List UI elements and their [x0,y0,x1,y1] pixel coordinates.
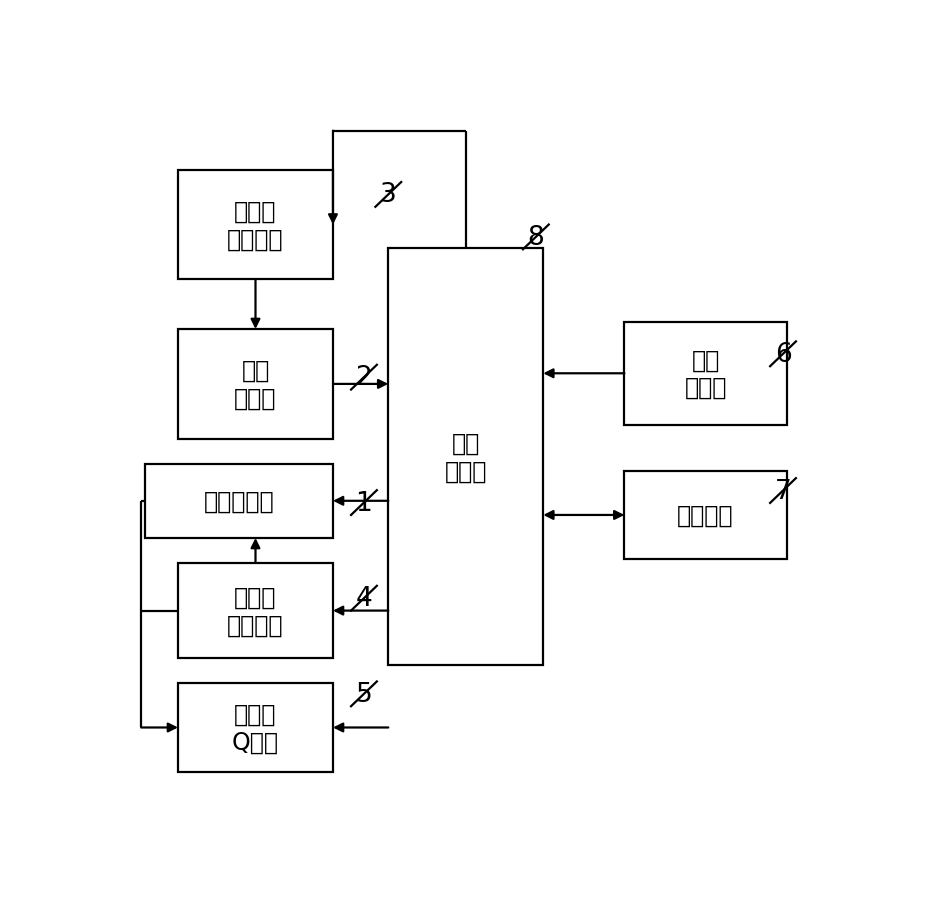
Bar [625,471,786,560]
Text: 7: 7 [775,478,791,504]
Bar [178,170,333,280]
Text: 6: 6 [775,342,791,368]
Text: 3: 3 [380,182,397,209]
Text: 8: 8 [527,224,545,251]
Bar [178,563,333,659]
Bar [388,248,544,665]
Text: 通信接口: 通信接口 [677,504,734,528]
Text: 信号
处理器: 信号 处理器 [445,431,487,482]
Bar [178,684,333,772]
Bar [625,323,786,425]
Text: 激光
接收器: 激光 接收器 [234,358,277,411]
Bar [178,330,333,439]
Text: 半导体
泵浦电源: 半导体 泵浦电源 [228,585,284,637]
Text: 2: 2 [356,365,372,391]
Text: 激光调
Q电源: 激光调 Q电源 [232,702,279,754]
Text: 雪崩管
偏压电源: 雪崩管 偏压电源 [228,199,284,251]
Text: 4: 4 [356,585,372,611]
Text: 激光
能量计: 激光 能量计 [684,348,726,400]
Bar [145,464,333,539]
Text: 1: 1 [356,490,372,516]
Text: 5: 5 [356,681,372,707]
Text: 激光发射器: 激光发射器 [204,489,274,513]
